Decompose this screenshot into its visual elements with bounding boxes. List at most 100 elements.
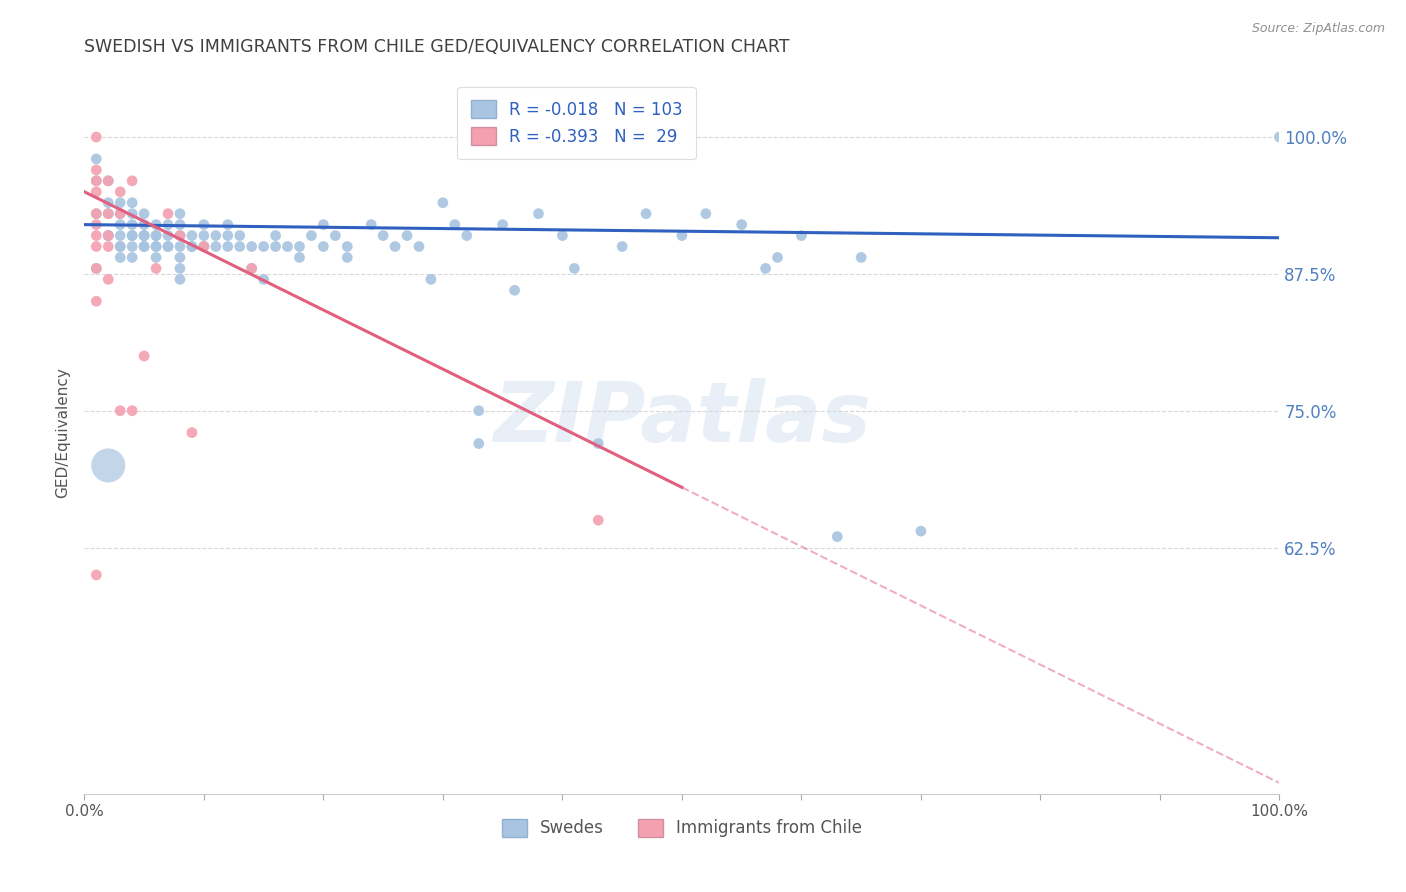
- Point: [695, 207, 717, 221]
- Point: [277, 239, 299, 253]
- Point: [169, 261, 191, 276]
- Point: [636, 207, 658, 221]
- Point: [193, 239, 215, 253]
- Y-axis label: GED/Equivalency: GED/Equivalency: [55, 368, 70, 498]
- Point: [360, 218, 382, 232]
- Point: [217, 239, 239, 253]
- Point: [110, 228, 132, 243]
- Point: [612, 239, 634, 253]
- Point: [132, 349, 156, 363]
- Text: Source: ZipAtlas.com: Source: ZipAtlas.com: [1251, 22, 1385, 36]
- Point: [432, 195, 454, 210]
- Point: [157, 228, 180, 243]
- Point: [564, 261, 586, 276]
- Point: [86, 568, 108, 582]
- Point: [86, 239, 108, 253]
- Point: [790, 228, 813, 243]
- Point: [468, 436, 491, 450]
- Point: [157, 239, 180, 253]
- Point: [86, 185, 108, 199]
- Point: [110, 251, 132, 265]
- Point: [132, 218, 156, 232]
- Point: [110, 207, 132, 221]
- Point: [755, 261, 778, 276]
- Point: [229, 239, 252, 253]
- Point: [181, 228, 204, 243]
- Point: [121, 251, 143, 265]
- Point: [121, 174, 143, 188]
- Point: [97, 207, 120, 221]
- Point: [910, 524, 932, 538]
- Point: [551, 228, 574, 243]
- Point: [312, 218, 335, 232]
- Point: [157, 218, 180, 232]
- Point: [86, 294, 108, 309]
- Point: [86, 174, 108, 188]
- Point: [132, 228, 156, 243]
- Point: [253, 272, 276, 286]
- Point: [169, 228, 191, 243]
- Point: [145, 228, 167, 243]
- Point: [240, 261, 263, 276]
- Point: [169, 218, 191, 232]
- Point: [121, 218, 143, 232]
- Point: [193, 218, 215, 232]
- Point: [157, 239, 180, 253]
- Point: [181, 425, 204, 440]
- Point: [503, 283, 526, 297]
- Point: [132, 207, 156, 221]
- Point: [132, 239, 156, 253]
- Point: [97, 195, 120, 210]
- Point: [97, 272, 120, 286]
- Point: [827, 530, 849, 544]
- Point: [205, 239, 228, 253]
- Point: [217, 228, 239, 243]
- Point: [264, 239, 287, 253]
- Point: [97, 228, 120, 243]
- Point: [110, 239, 132, 253]
- Point: [527, 207, 550, 221]
- Point: [205, 228, 228, 243]
- Point: [169, 251, 191, 265]
- Legend: Swedes, Immigrants from Chile: Swedes, Immigrants from Chile: [489, 805, 875, 851]
- Point: [86, 218, 108, 232]
- Point: [312, 239, 335, 253]
- Point: [325, 228, 347, 243]
- Point: [420, 272, 443, 286]
- Point: [408, 239, 430, 253]
- Point: [86, 207, 108, 221]
- Point: [253, 239, 276, 253]
- Point: [193, 228, 215, 243]
- Point: [132, 228, 156, 243]
- Point: [193, 239, 215, 253]
- Point: [169, 207, 191, 221]
- Point: [169, 272, 191, 286]
- Point: [288, 251, 311, 265]
- Point: [86, 261, 108, 276]
- Point: [671, 228, 693, 243]
- Point: [1268, 130, 1291, 145]
- Text: ZIPatlas: ZIPatlas: [494, 377, 870, 458]
- Point: [301, 228, 323, 243]
- Point: [456, 228, 478, 243]
- Point: [110, 185, 132, 199]
- Point: [86, 152, 108, 166]
- Point: [588, 436, 610, 450]
- Point: [766, 251, 789, 265]
- Point: [588, 513, 610, 527]
- Point: [97, 174, 120, 188]
- Point: [97, 207, 120, 221]
- Point: [110, 403, 132, 417]
- Point: [121, 403, 143, 417]
- Point: [121, 195, 143, 210]
- Point: [110, 207, 132, 221]
- Point: [181, 239, 204, 253]
- Point: [110, 239, 132, 253]
- Point: [851, 251, 873, 265]
- Point: [229, 228, 252, 243]
- Point: [97, 239, 120, 253]
- Point: [384, 239, 406, 253]
- Point: [145, 251, 167, 265]
- Point: [396, 228, 419, 243]
- Point: [145, 261, 167, 276]
